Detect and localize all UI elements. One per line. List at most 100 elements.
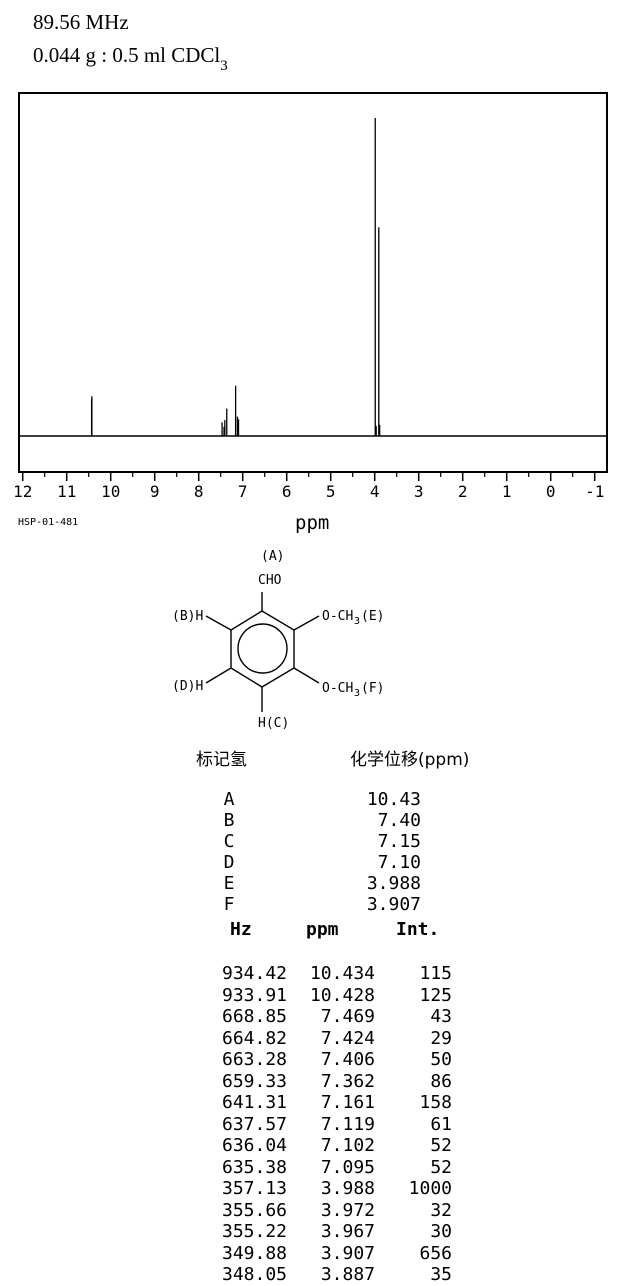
ppm-value: 7.469 [320, 1006, 375, 1027]
ppm-value: 7.406 [320, 1049, 375, 1070]
ppm-value: 7.362 [320, 1070, 375, 1092]
spectrum-id-label: HSP-01-481 [18, 517, 78, 528]
bond-h-b [205, 615, 232, 631]
assignment-row: B 7.40 [196, 810, 421, 831]
cho-group-label: CHO [258, 573, 282, 588]
intensity-value: 32 [430, 1199, 452, 1221]
peak-table-row: 663.28 7.406 50 [222, 1049, 452, 1071]
intensity-value: 52 [430, 1156, 452, 1178]
peak-table-rows: 934.42 10.434 115 933.91 10.428 125 668.85 7.46… [222, 963, 452, 1286]
label-h-c: H(C) [258, 716, 289, 731]
hz-value: 636.04 [222, 1135, 288, 1156]
chemical-shift-value: 7.15 [377, 831, 421, 852]
intensity-value: 29 [430, 1027, 452, 1049]
hydrogen-label: C [223, 831, 235, 852]
peak-table-row: 934.42 10.434 115 [222, 963, 452, 985]
hz-value: 355.66 [222, 1199, 288, 1221]
x-axis-title: ppm [295, 512, 329, 534]
molecular-structure: (A) CHO (B)H (D)H H(C) O-CH 3 (E) O-CH 3… [172, 549, 384, 731]
ppm-value: 7.102 [320, 1135, 375, 1156]
hz-value: 357.13 [222, 1178, 288, 1199]
peak-table-header-int: Int. [396, 919, 440, 940]
peak-table-row: 668.85 7.469 43 [222, 1006, 452, 1028]
intensity-value: 35 [430, 1264, 452, 1285]
peak-table-row: 636.04 7.102 52 [222, 1135, 452, 1157]
assignment-row: C 7.15 [196, 831, 421, 852]
hydrogen-label: B [223, 810, 235, 831]
ppm-value: 3.972 [320, 1199, 375, 1221]
intensity-value: 125 [419, 984, 452, 1006]
ppm-value: 3.967 [320, 1221, 375, 1242]
intensity-value: 52 [430, 1135, 452, 1156]
hydrogen-label: E [223, 873, 235, 894]
peak-table-row: 348.05 3.887 35 [222, 1264, 452, 1286]
tick-label: 6 [282, 482, 292, 501]
tick-label: 9 [150, 482, 160, 501]
ppm-value: 7.424 [320, 1027, 375, 1049]
assignment-row: E 3.988 [196, 873, 421, 894]
hydrogen-label: F [223, 894, 235, 915]
chemical-shift-value: 10.43 [366, 789, 421, 810]
tick-label: 4 [370, 482, 380, 501]
bond-h-d [205, 667, 232, 684]
intensity-value: 30 [430, 1221, 452, 1242]
label-b-h: (B)H [172, 609, 203, 624]
tick-label: 1 [502, 482, 512, 501]
chemical-shift-value: 7.40 [377, 810, 421, 831]
sample-preparation-text: 0.044 g : 0.5 ml CDCl [33, 43, 221, 67]
peak-table-header-hz: Hz [230, 919, 252, 940]
peak-table-row: 355.22 3.967 30 [222, 1221, 452, 1243]
hz-value: 663.28 [222, 1049, 288, 1070]
nmr-spectrum-plot: 12 11 10 9 8 7 6 5 4 3 2 1 0 -1 HSP-01-481 ppm [13, 92, 608, 534]
plot-border [18, 92, 608, 473]
intensity-value: 158 [419, 1092, 452, 1113]
peak-table-row: 355.66 3.972 32 [222, 1200, 452, 1222]
assignment-row: D 7.10 [196, 852, 421, 873]
peak-table-row: 357.13 3.988 1000 [222, 1178, 452, 1200]
bond-ome-e [293, 615, 320, 631]
assignment-table-rows: A 10.43 B 7.40 C 7.15 D 7.10 E 3.988 F 3.907 [196, 789, 421, 915]
bond-ome-f [293, 667, 320, 684]
peak-table-header-ppm: ppm [306, 919, 339, 940]
peak-table-row: 349.88 3.907 656 [222, 1243, 452, 1265]
peak-table-row: 933.91 10.428 125 [222, 985, 452, 1007]
label-d-h: (D)H [172, 679, 203, 694]
tick-label: 0 [546, 482, 556, 501]
ppm-value: 3.988 [320, 1178, 375, 1199]
intensity-value: 1000 [408, 1178, 452, 1199]
hz-value: 637.57 [222, 1113, 288, 1135]
intensity-value: 115 [419, 963, 452, 984]
hz-value: 668.85 [222, 1006, 288, 1027]
hz-value: 934.42 [222, 963, 288, 984]
sample-preparation: 0.044 g : 0.5 ml CDCl3 [33, 43, 228, 74]
hz-value: 664.82 [222, 1027, 288, 1049]
tick-label: 12 [13, 482, 32, 501]
tick-label: 3 [414, 482, 424, 501]
hz-value: 348.05 [222, 1264, 288, 1285]
peaks-group [90, 118, 381, 436]
label-a: (A) [261, 549, 284, 564]
assignment-col2-header: 化学位移(ppm) [350, 750, 470, 770]
ppm-value: 10.428 [309, 984, 375, 1006]
hz-value: 355.22 [222, 1221, 288, 1242]
aromatic-ring-circle [237, 623, 288, 674]
intensity-value: 50 [430, 1049, 452, 1070]
ppm-value: 7.119 [320, 1113, 375, 1135]
hz-value: 635.38 [222, 1156, 288, 1178]
ome-e-subscript: 3 [354, 616, 360, 627]
intensity-value: 86 [430, 1070, 452, 1092]
hz-value: 641.31 [222, 1092, 288, 1113]
hz-value: 659.33 [222, 1070, 288, 1092]
tick-label: 10 [101, 482, 120, 501]
tick-label: 5 [326, 482, 336, 501]
spectrometer-frequency: 89.56 MHz [33, 10, 129, 34]
chemical-shift-value: 3.907 [366, 894, 421, 915]
tick-label: 8 [194, 482, 204, 501]
ome-f-subscript: 3 [354, 688, 360, 699]
x-axis-tick-labels: 12 11 10 9 8 7 6 5 4 3 2 1 0 -1 [13, 482, 604, 501]
hydrogen-label: D [223, 852, 235, 873]
benzene-ring-hexagon [230, 610, 295, 688]
intensity-value: 61 [430, 1113, 452, 1135]
tick-label: 2 [458, 482, 468, 501]
ppm-value: 7.161 [320, 1092, 375, 1113]
